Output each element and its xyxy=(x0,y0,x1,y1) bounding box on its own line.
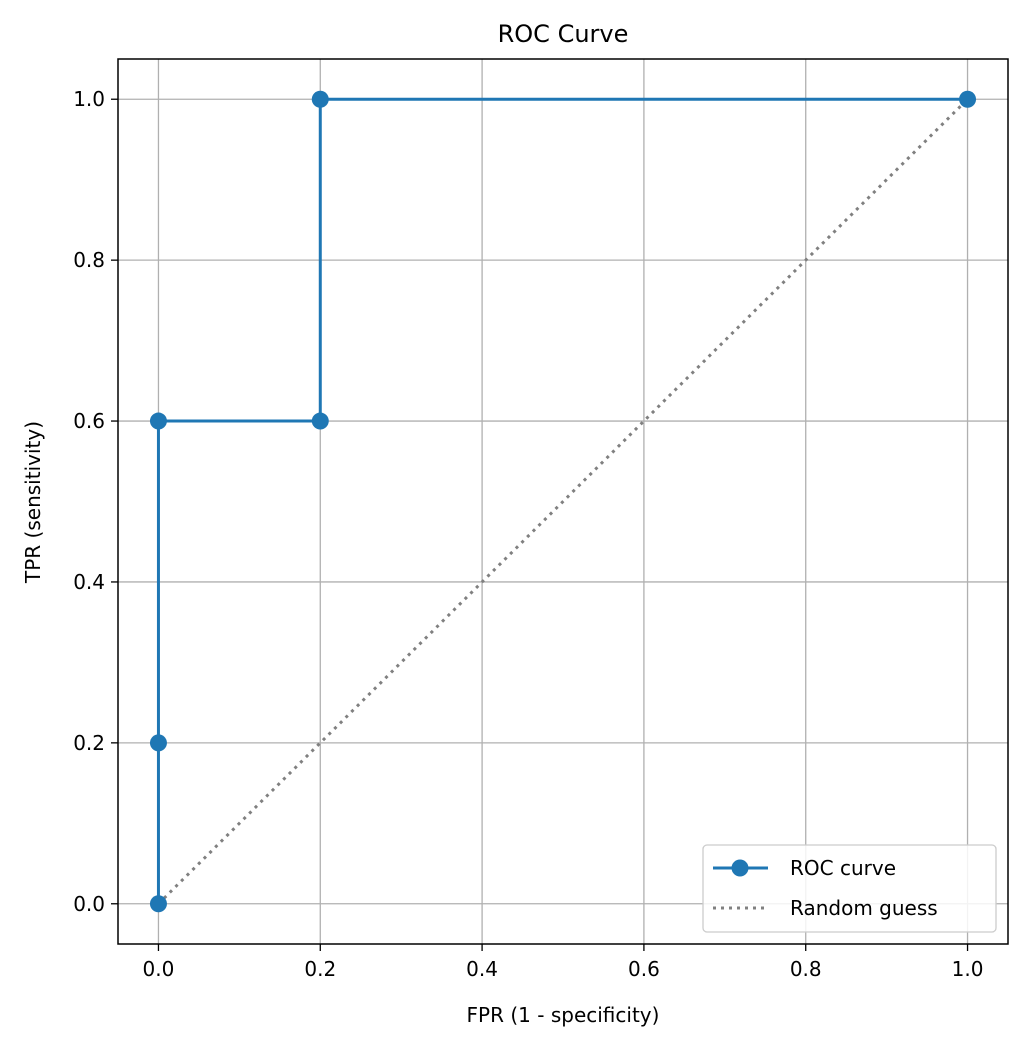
plot-frame xyxy=(117,58,1009,945)
y-tick-label: 0.6 xyxy=(73,409,105,433)
chart-title: ROC Curve xyxy=(498,20,629,48)
x-tick-label: 0.4 xyxy=(466,957,498,981)
x-tick-label: 0.0 xyxy=(143,957,175,981)
roc-curve-line xyxy=(156,97,968,904)
y-tick-label: 0.0 xyxy=(73,892,105,916)
y-tick-label: 0.2 xyxy=(73,731,105,755)
roc-curve-point xyxy=(959,90,977,108)
x-tick-label: 0.2 xyxy=(304,957,336,981)
y-tick-label: 0.8 xyxy=(73,248,105,272)
roc-curve-point xyxy=(149,895,167,913)
legend-label-roc-curve: ROC curve xyxy=(790,856,896,880)
legend-marker-roc-curve xyxy=(731,859,749,877)
x-tick-label: 0.6 xyxy=(628,957,660,981)
roc-curve-point xyxy=(311,90,329,108)
y-tick-label: 1.0 xyxy=(73,87,105,111)
y-tick-label: 0.4 xyxy=(73,570,105,594)
roc-curve-point xyxy=(311,412,329,430)
legend: ROC curve Random guess xyxy=(702,844,997,933)
axis-ticks: 0.0 0.2 0.4 0.6 0.8 1.0 0.0 0.2 0.4 0.6 0.8 1.0 xyxy=(73,87,983,981)
roc-curve-point xyxy=(149,412,167,430)
plot-lines xyxy=(149,90,977,913)
x-axis-label: FPR (1 - specificity) xyxy=(467,1003,660,1027)
roc-curve-point xyxy=(149,734,167,752)
legend-label-random-guess: Random guess xyxy=(790,896,938,920)
x-tick-label: 0.8 xyxy=(790,957,822,981)
x-tick-label: 1.0 xyxy=(952,957,984,981)
y-axis-label: TPR (sensitivity) xyxy=(21,421,45,584)
legend-box xyxy=(702,844,997,933)
random-guess-line xyxy=(157,98,969,905)
